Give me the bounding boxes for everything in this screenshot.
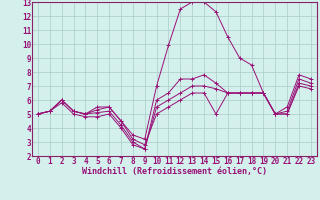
X-axis label: Windchill (Refroidissement éolien,°C): Windchill (Refroidissement éolien,°C) (82, 167, 267, 176)
